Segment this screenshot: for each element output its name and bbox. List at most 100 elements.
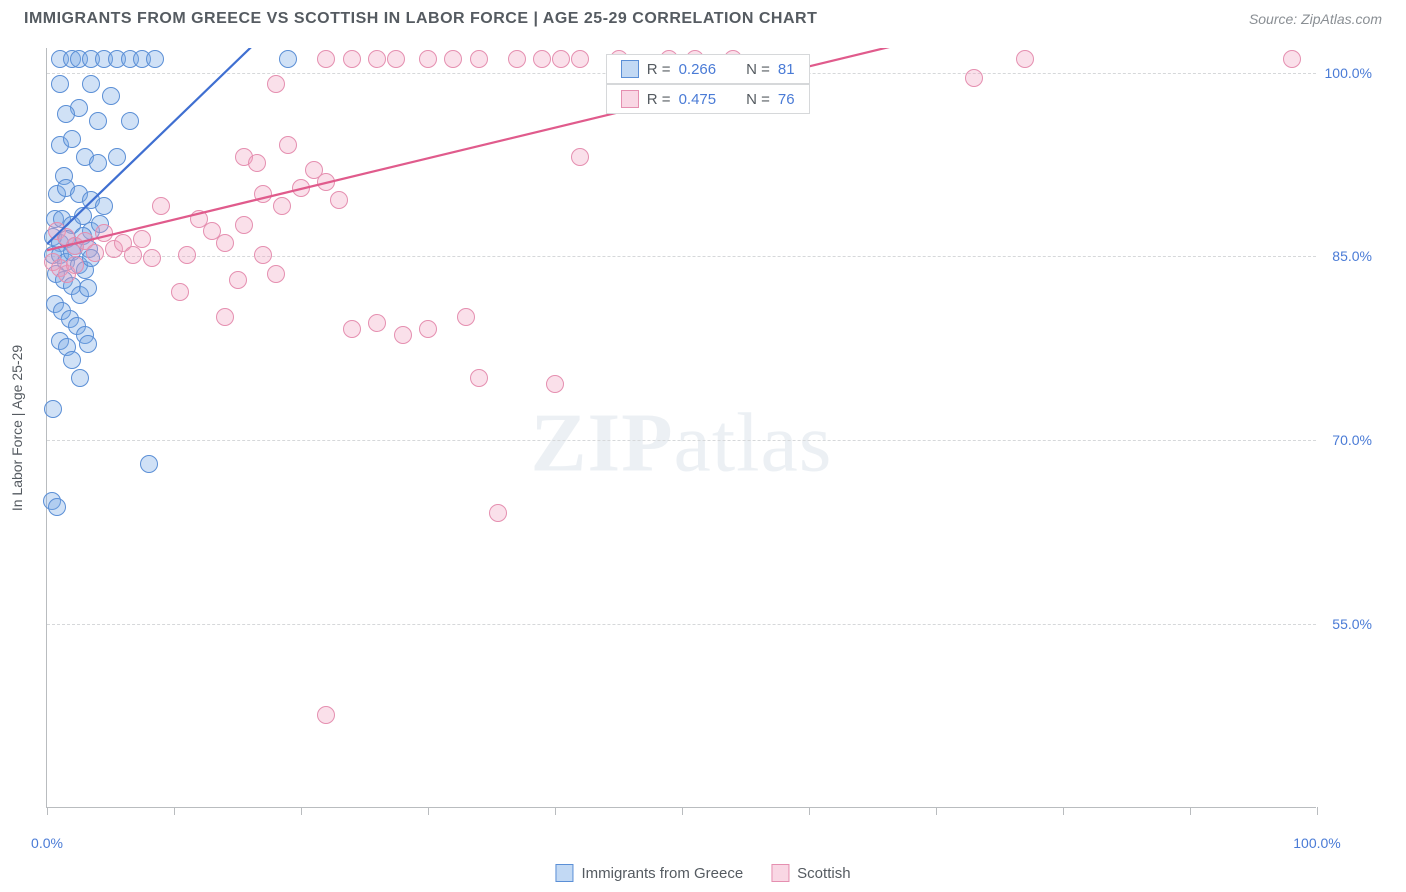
scatter-point: [279, 50, 297, 68]
scatter-point: [965, 69, 983, 87]
legend-label: Immigrants from Greece: [581, 865, 743, 882]
scatter-point: [571, 148, 589, 166]
grid-line: [47, 440, 1316, 441]
chart-area: In Labor Force | Age 25-29 ZIPatlas 55.0…: [46, 48, 1366, 808]
y-tick-label: 70.0%: [1318, 432, 1372, 448]
scatter-point: [121, 112, 139, 130]
stat-n-label: N =: [746, 61, 770, 78]
scatter-point: [470, 50, 488, 68]
scatter-point: [1016, 50, 1034, 68]
scatter-point: [279, 136, 297, 154]
watermark: ZIPatlas: [531, 394, 833, 491]
scatter-point: [419, 320, 437, 338]
scatter-point: [140, 455, 158, 473]
stat-legend-row: R = 0.266 N = 81: [606, 54, 810, 84]
scatter-point: [146, 50, 164, 68]
bottom-legend: Immigrants from Greece Scottish: [555, 864, 850, 882]
scatter-point: [152, 197, 170, 215]
scatter-point: [44, 400, 62, 418]
square-icon: [771, 864, 789, 882]
stat-n-label: N =: [746, 91, 770, 108]
stat-r-value: 0.266: [679, 61, 717, 78]
scatter-point: [102, 87, 120, 105]
scatter-point: [394, 326, 412, 344]
scatter-point: [419, 50, 437, 68]
x-tick: [301, 807, 302, 815]
y-axis-label: In Labor Force | Age 25-29: [9, 344, 25, 510]
x-tick: [555, 807, 556, 815]
scatter-point: [63, 351, 81, 369]
scatter-point: [248, 154, 266, 172]
scatter-point: [86, 244, 104, 262]
scatter-point: [343, 50, 361, 68]
scatter-point: [444, 50, 462, 68]
x-tick: [1317, 807, 1318, 815]
x-tick: [809, 807, 810, 815]
stat-legend-row: R = 0.475 N = 76: [606, 84, 810, 114]
chart-title: IMMIGRANTS FROM GREECE VS SCOTTISH IN LA…: [24, 10, 817, 28]
scatter-point: [317, 50, 335, 68]
stat-n-value: 76: [778, 91, 795, 108]
scatter-point: [267, 265, 285, 283]
scatter-point: [1283, 50, 1301, 68]
scatter-point: [66, 256, 84, 274]
scatter-point: [51, 75, 69, 93]
stat-r-value: 0.475: [679, 91, 717, 108]
scatter-point: [48, 498, 66, 516]
scatter-point: [178, 246, 196, 264]
scatter-point: [368, 314, 386, 332]
legend-label: Scottish: [797, 865, 850, 882]
scatter-point: [317, 706, 335, 724]
scatter-point: [95, 197, 113, 215]
x-tick: [47, 807, 48, 815]
scatter-point: [89, 154, 107, 172]
scatter-point: [143, 249, 161, 267]
scatter-point: [63, 130, 81, 148]
square-icon: [621, 60, 639, 78]
stat-r-label: R =: [647, 61, 671, 78]
square-icon: [621, 90, 639, 108]
y-tick-label: 85.0%: [1318, 248, 1372, 264]
scatter-point: [317, 173, 335, 191]
scatter-point: [171, 283, 189, 301]
watermark-bold: ZIP: [531, 396, 674, 489]
y-tick-label: 100.0%: [1318, 65, 1372, 81]
scatter-point: [82, 75, 100, 93]
x-tick: [428, 807, 429, 815]
scatter-point: [387, 50, 405, 68]
scatter-point: [71, 369, 89, 387]
scatter-point: [79, 279, 97, 297]
scatter-point: [254, 246, 272, 264]
scatter-point: [368, 50, 386, 68]
x-tick: [174, 807, 175, 815]
scatter-point: [216, 234, 234, 252]
x-tick: [936, 807, 937, 815]
x-tick: [1063, 807, 1064, 815]
chart-header: IMMIGRANTS FROM GREECE VS SCOTTISH IN LA…: [0, 0, 1406, 36]
x-tick-label: 100.0%: [1293, 835, 1340, 851]
grid-line: [47, 624, 1316, 625]
scatter-point: [508, 50, 526, 68]
scatter-point: [95, 224, 113, 242]
scatter-point: [489, 504, 507, 522]
plot-area: In Labor Force | Age 25-29 ZIPatlas 55.0…: [46, 48, 1316, 808]
scatter-point: [552, 50, 570, 68]
x-tick: [682, 807, 683, 815]
watermark-rest: atlas: [674, 396, 833, 489]
stat-r-label: R =: [647, 91, 671, 108]
legend-item-greece: Immigrants from Greece: [555, 864, 743, 882]
scatter-point: [229, 271, 247, 289]
y-tick-label: 55.0%: [1318, 616, 1372, 632]
scatter-point: [457, 308, 475, 326]
grid-line: [47, 256, 1316, 257]
scatter-point: [216, 308, 234, 326]
scatter-point: [546, 375, 564, 393]
scatter-point: [124, 246, 142, 264]
stat-n-value: 81: [778, 61, 795, 78]
x-tick-label: 0.0%: [31, 835, 63, 851]
square-icon: [555, 864, 573, 882]
legend-item-scottish: Scottish: [771, 864, 850, 882]
scatter-point: [533, 50, 551, 68]
scatter-point: [108, 148, 126, 166]
scatter-point: [79, 335, 97, 353]
